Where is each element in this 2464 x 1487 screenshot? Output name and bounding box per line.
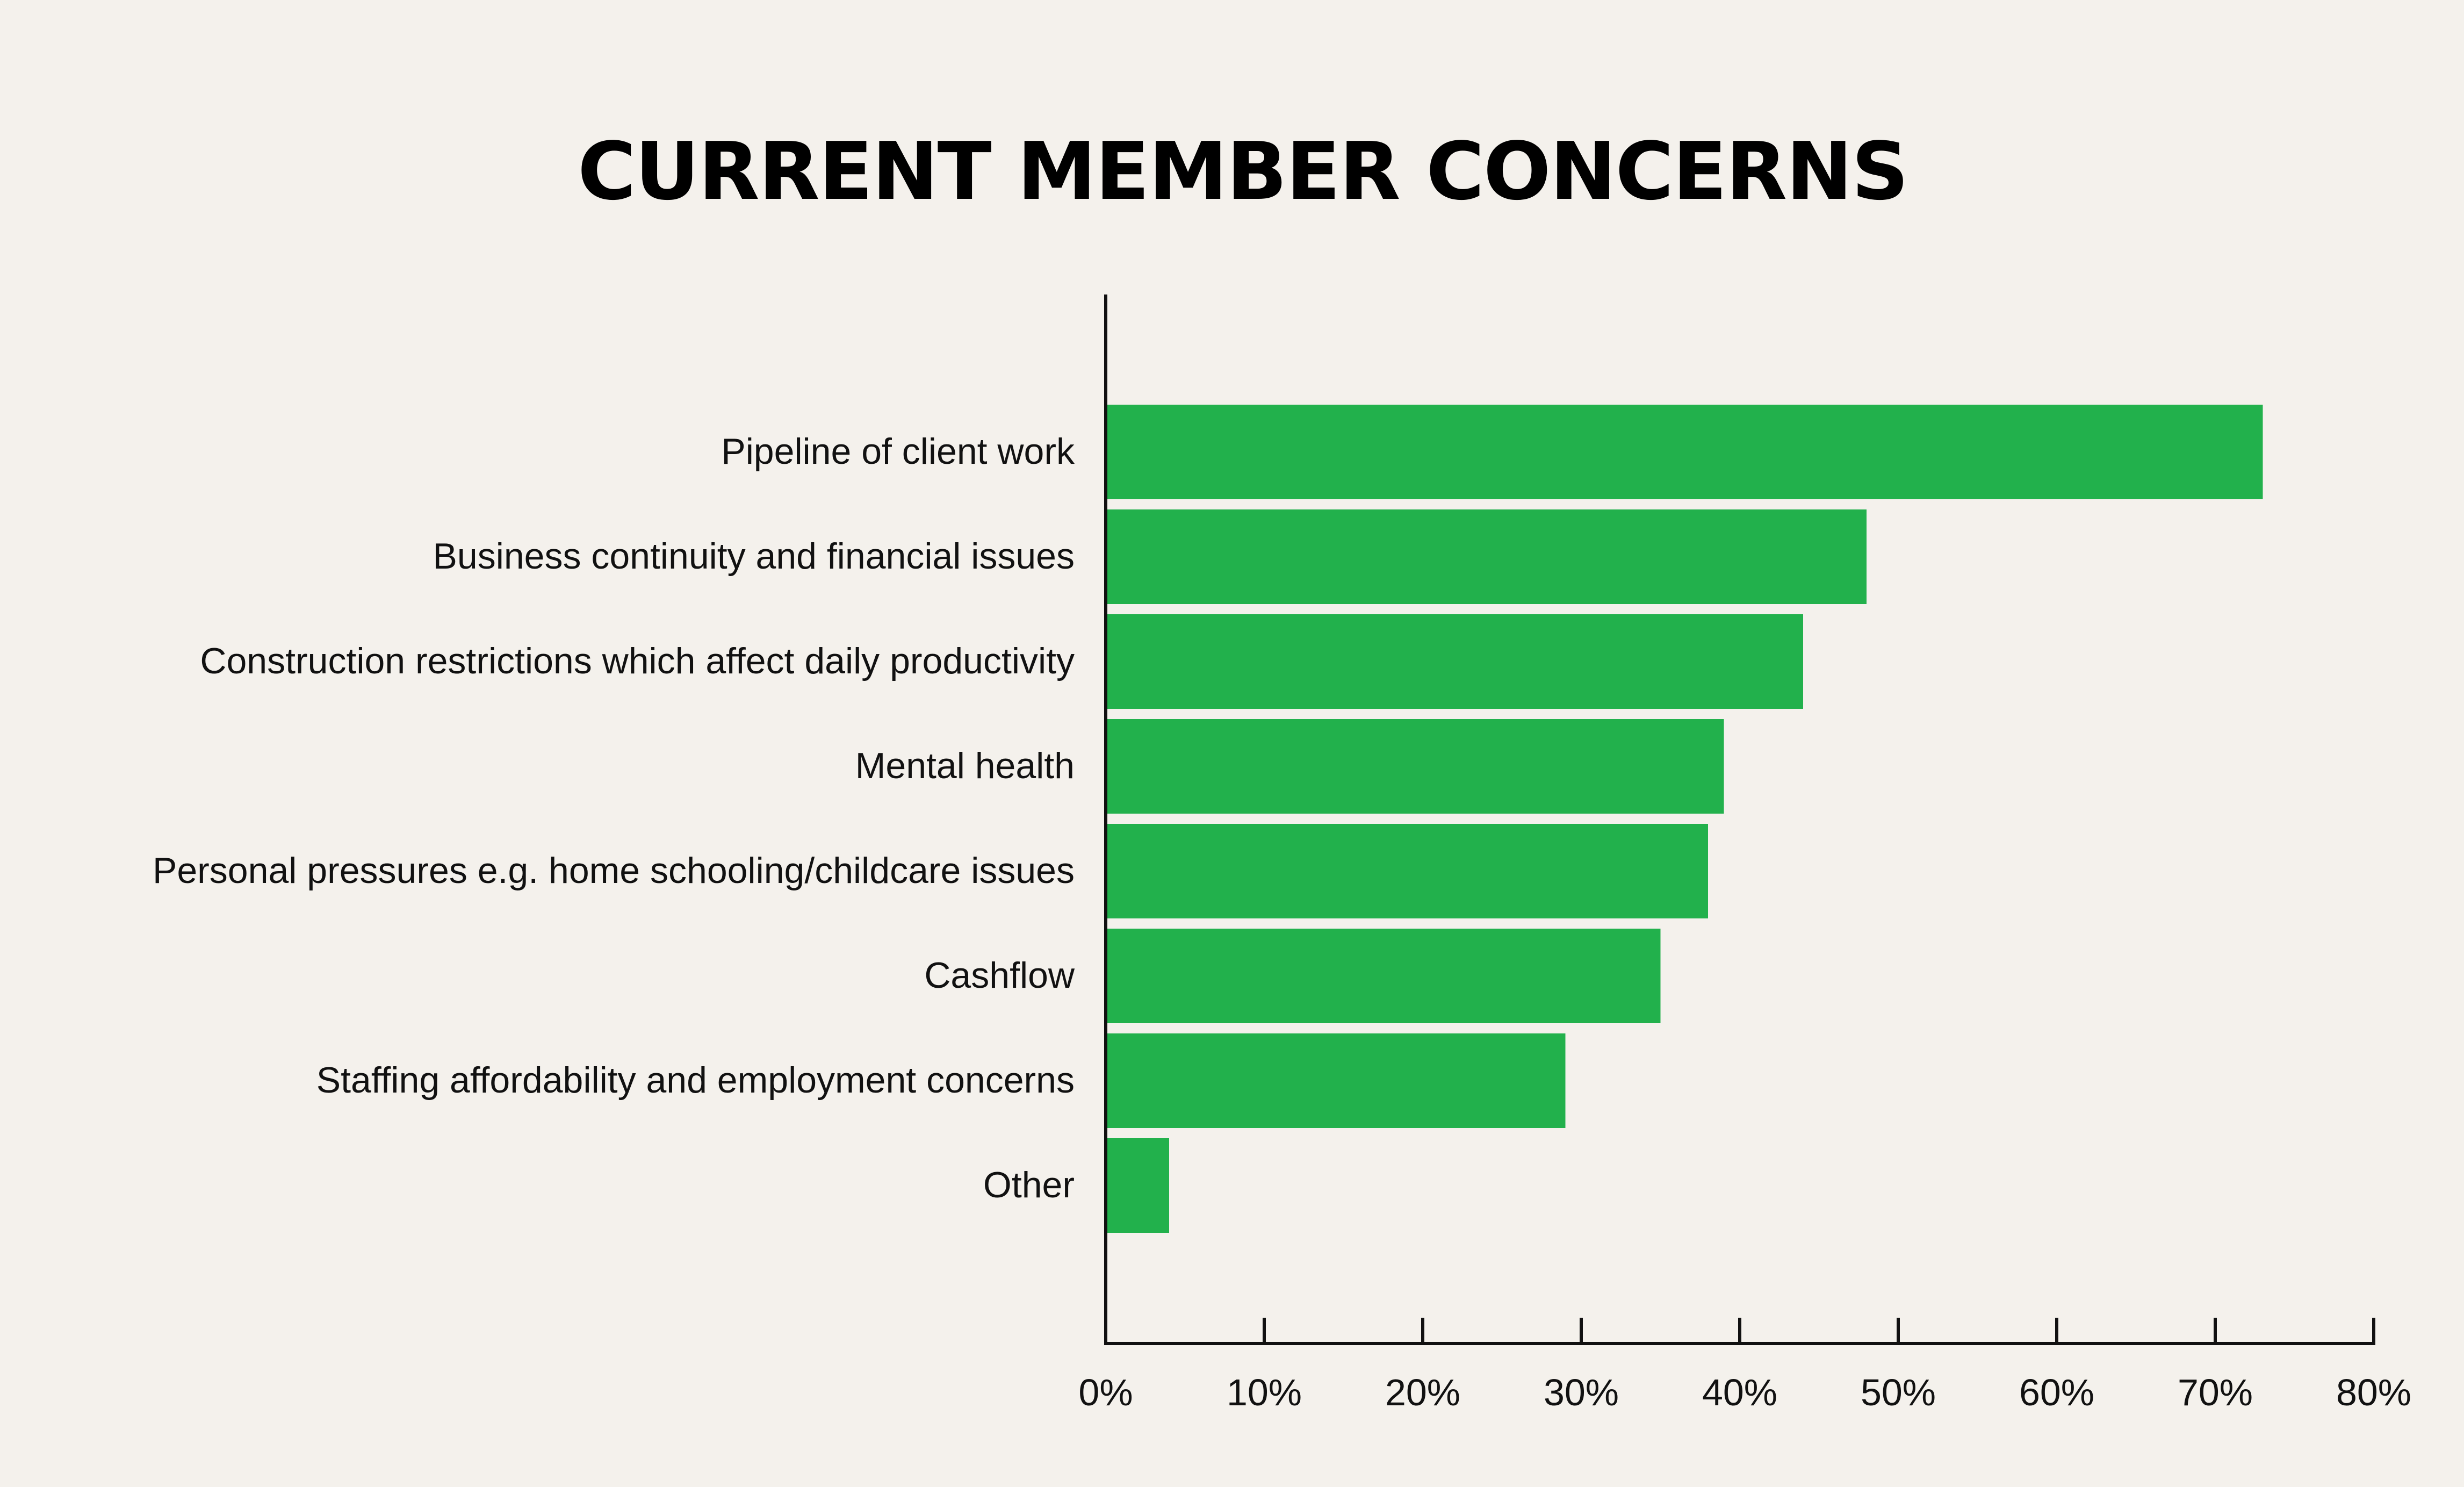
bars xyxy=(1106,405,2263,1233)
category-label: Personal pressures e.g. home schooling/c… xyxy=(153,850,1075,891)
bar-cashflow xyxy=(1106,929,1661,1023)
category-label: Business continuity and financial issues xyxy=(433,536,1075,577)
x-axis-ticks: 0% 10% 20% 30% 40% 50% 60% 70% 80% xyxy=(1078,1318,2411,1413)
bar-business-continuity-and-financial-issues xyxy=(1106,509,1867,604)
x-tick-label: 50% xyxy=(1861,1371,1936,1413)
x-tick-label: 0% xyxy=(1078,1371,1133,1413)
category-labels: Pipeline of client work Business continui… xyxy=(153,431,1075,1205)
category-label: Staffing affordability and employment co… xyxy=(316,1060,1075,1101)
category-label: Pipeline of client work xyxy=(721,431,1075,472)
category-label: Mental health xyxy=(855,745,1075,786)
x-tick-label: 80% xyxy=(2336,1371,2411,1413)
x-tick-label: 20% xyxy=(1385,1371,1460,1413)
x-tick-label: 30% xyxy=(1544,1371,1619,1413)
bar-pipeline-of-client-work xyxy=(1106,405,2263,499)
category-label: Construction restrictions which affect d… xyxy=(200,641,1075,681)
bar-mental-health xyxy=(1106,719,1724,814)
bar-other xyxy=(1106,1138,1169,1233)
x-tick-label: 40% xyxy=(1702,1371,1777,1413)
bar-personal-pressures-e-g-home-schooling-childcare-issues xyxy=(1106,824,1708,918)
bar-staffing-affordability-and-employment-concerns xyxy=(1106,1033,1566,1128)
x-tick-label: 70% xyxy=(2178,1371,2253,1413)
x-tick-label: 10% xyxy=(1227,1371,1302,1413)
x-tick-label: 60% xyxy=(2019,1371,2094,1413)
chart-title: CURRENT MEMBER CONCERNS xyxy=(578,125,1908,218)
bar-construction-restrictions-which-affect-daily-productivity xyxy=(1106,614,1803,709)
category-label: Cashflow xyxy=(924,955,1075,996)
category-label: Other xyxy=(983,1165,1075,1205)
